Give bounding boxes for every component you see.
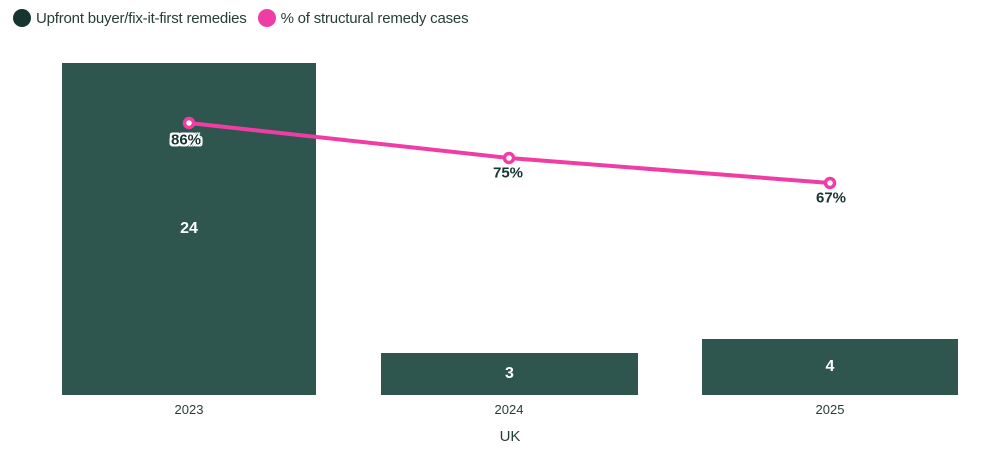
x-tick-2024: 2024 [494, 402, 524, 417]
legend-line-series-dot-icon [257, 9, 276, 27]
legend-item-upfront-remedies[interactable]: Upfront buyer/fix-it-first remedies [13, 9, 247, 27]
line-point-2025[interactable] [823, 176, 837, 190]
bar-value-2025: 4 [825, 358, 835, 375]
bar-2024[interactable]: 3 [381, 353, 638, 395]
pct-label-2025: 67% [815, 189, 847, 207]
legend-label-structural-remedy-pct: % of structural remedy cases [280, 9, 469, 27]
legend: Upfront buyer/fix-it-first remedies % of… [13, 9, 469, 27]
x-axis-label: UK [499, 428, 521, 445]
x-tick-2025: 2025 [815, 402, 845, 417]
pct-label-2023: 86% [170, 131, 202, 149]
legend-label-upfront-remedies: Upfront buyer/fix-it-first remedies [36, 9, 247, 27]
line-point-2023[interactable] [182, 116, 196, 130]
pct-label-2024: 75% [492, 164, 524, 182]
line-point-2024[interactable] [502, 151, 516, 165]
bar-value-2024: 3 [505, 365, 514, 382]
x-tick-2023: 2023 [174, 402, 204, 417]
bar-2025[interactable]: 4 [702, 339, 958, 395]
bar-value-2023: 24 [180, 220, 198, 237]
legend-item-structural-remedy-pct[interactable]: % of structural remedy cases [257, 9, 469, 27]
legend-bar-series-dot-icon [13, 9, 31, 27]
